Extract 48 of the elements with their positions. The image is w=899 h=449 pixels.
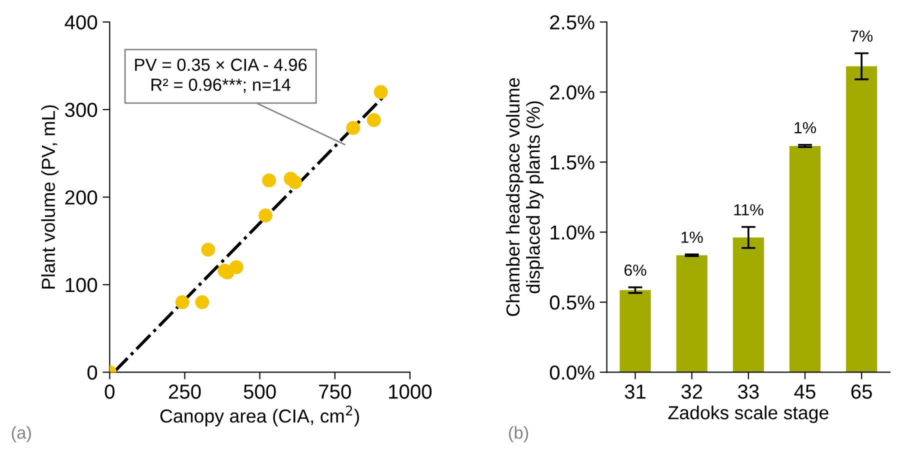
y-tick-label: 0.0% [550,365,594,380]
y-tick-label: 1.0% [550,225,594,240]
y-axis-title: Plant volume (PV, mL) [41,105,59,288]
x-tick-label: 33 [738,384,759,399]
y-tick-label: 0 [87,365,98,380]
annotation: 7% [850,30,873,42]
x-axis-title: Canopy area (CIA, cm$^{2}$) [160,406,360,426]
y-tick-label: 200 [65,190,98,205]
annotation: 1% [682,232,703,243]
x-tick-label: 1000 [389,384,432,399]
bar [732,237,764,372]
bar [846,66,878,372]
y-tick-label: 300 [65,102,98,118]
point [195,295,210,310]
y-tick-label: 1.5% [550,155,594,170]
y-axis-title: Chamber headspace volume displaced by plants (%) [506,78,544,316]
y-tick-label: 0.5% [550,295,594,310]
point [374,85,388,99]
x-tick-label: 65 [851,384,872,399]
point [288,175,302,190]
text: (a) [12,426,31,442]
x-tick-label: 250 [168,384,201,399]
x-tick-label: 45 [794,384,816,399]
x-tick-label: 750 [319,384,351,399]
bar [789,146,821,372]
x-tick-label: 31 [624,384,646,399]
x-axis-title: Zadoks scale stage [668,406,828,424]
text: (b) [509,426,528,442]
y-tick-label: 400 [64,15,98,30]
y-tick-label: 2.5% [550,15,594,30]
y-tick-label: 2.0% [550,85,594,100]
point [258,208,272,222]
annotation: 11% [734,204,764,216]
annotation: PV = 0.35 × CIA - 4.96 R² = 0.96***; n=14 [135,58,307,93]
y-tick-label: 100 [66,278,98,292]
point [346,121,360,135]
annotation: 1% [794,122,816,134]
x-tick-label: 500 [244,384,276,399]
point [201,242,216,257]
point [366,113,381,128]
bar [676,255,708,372]
x-tick-label: 32 [681,384,702,399]
point [229,260,244,274]
point [262,174,276,188]
point [175,295,190,310]
annotation: 6% [624,264,646,276]
bar [620,290,651,372]
x-tick-label: 0 [104,384,114,399]
